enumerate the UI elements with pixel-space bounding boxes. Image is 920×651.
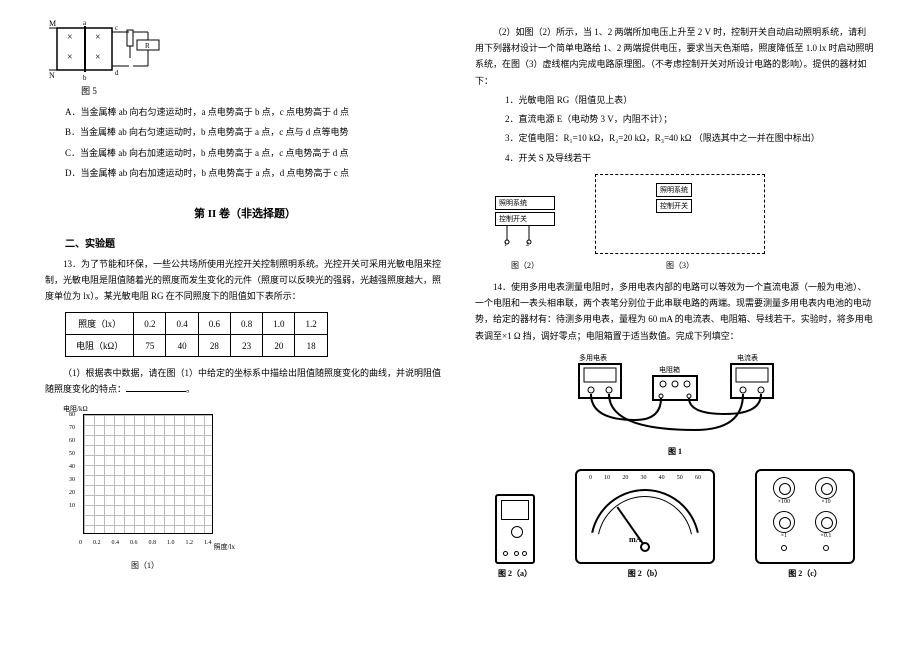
dial-100 — [773, 477, 795, 499]
x-ticks: 0 0.2 0.4 0.6 0.8 1.0 1.2 1.4 — [79, 540, 212, 546]
dial-01 — [815, 511, 837, 533]
experiment-heading: 二、实验题 — [45, 235, 445, 250]
scale-top: 0 10 20 30 40 50 60 — [589, 475, 701, 481]
fig-2-3-row: 照明系统 控制开关 1 2 图（2） 照明系统 控制开关 图（3） — [495, 174, 875, 271]
needle-pivot — [640, 542, 650, 552]
resistance-box: ×100 ×10 ×1 ×0.1 — [755, 469, 855, 564]
fig2b-container: 0 10 20 30 40 50 60 mA 图 2（b） — [575, 469, 715, 579]
fig1-devices: 多用电表 电阻箱 电流表 图 1 — [475, 350, 875, 457]
svg-text:b: b — [83, 74, 87, 82]
equip-item-1: 1．光敏电阻 RG（阻值见上表） — [505, 93, 875, 108]
table-header: 照度（lx） — [66, 313, 134, 335]
control-switch-box: 控制开关 — [656, 199, 692, 213]
fig2c-label: 图 2（c） — [755, 568, 855, 579]
section-2-title: 第 II 卷（非选择题） — [45, 205, 445, 221]
table-header: 电阻（kΩ） — [66, 335, 134, 357]
grid-chart: 电阻/kΩ 10 20 30 40 50 60 70 80 0 0.2 0.4 … — [65, 406, 225, 556]
svg-text:M: M — [49, 20, 56, 28]
fig3-container: 照明系统 控制开关 图（3） — [595, 174, 765, 271]
svg-text:1: 1 — [504, 242, 507, 246]
fig2-container: 照明系统 控制开关 1 2 图（2） — [495, 196, 555, 271]
dashed-design-box: 照明系统 控制开关 — [595, 174, 765, 254]
svg-text:×: × — [67, 52, 73, 63]
q13-1: （1）根据表中数据，请在图（1）中给定的坐标系中描绘出阻值随照度变化的曲线，并说… — [45, 365, 445, 397]
lighting-system-box: 照明系统 — [656, 183, 692, 197]
control-switch-box: 控制开关 — [495, 212, 555, 226]
option-b: B．当金属棒 ab 向右匀速运动时，b 点电势高于 a 点，c 点与 d 点等电… — [65, 125, 445, 139]
svg-text:R: R — [145, 42, 150, 50]
dial-10 — [815, 477, 837, 499]
svg-text:×: × — [67, 32, 73, 43]
dial-1 — [773, 511, 795, 533]
circuit-svg: M N a b × × × × c d R — [49, 20, 169, 82]
svg-text:d: d — [115, 69, 119, 77]
q14: 14．使用多用电表测量电阻时，多用电表内部的电路可以等效为一个直流电源（一般为电… — [475, 279, 875, 344]
analog-meter: 0 10 20 30 40 50 60 mA — [575, 469, 715, 564]
q13-intro: 13．为了节能和环保，一些公共场所使用光控开关控制照明系统。光控开关可采用光敏电… — [45, 256, 445, 305]
rbox-label: 电阻箱 — [659, 365, 680, 374]
fig2b-label: 图 2（b） — [575, 568, 715, 579]
ammeter-label: 电流表 — [737, 353, 758, 362]
y-ticks: 10 20 30 40 50 60 70 80 — [69, 412, 75, 509]
equip-item-4: 4．开关 S 及导线若干 — [505, 151, 875, 166]
fig2a-label: 图 2（a） — [495, 568, 535, 579]
answer-blank — [126, 382, 186, 392]
fig2-row: 图 2（a） 0 10 20 30 40 50 60 mA 图 2（b） — [475, 469, 875, 579]
fig2a-container: 图 2（a） — [495, 494, 535, 579]
svg-text:a: a — [83, 20, 87, 27]
data-table: 照度（lx） 0.2 0.4 0.6 0.8 1.0 1.2 电阻（kΩ） 75… — [65, 312, 328, 357]
equip-item-3: 3．定值电阻：R₁=10 kΩ，R₂=20 kΩ，R₃=40 kΩ （限选其中之… — [505, 131, 875, 146]
lighting-system-box: 照明系统 — [495, 196, 555, 210]
circuit-diagram: M N a b × × × × c d R 图 5 — [49, 20, 445, 97]
svg-text:c: c — [115, 24, 118, 32]
terminal-icon — [781, 545, 787, 551]
table-row: 电阻（kΩ） 75 40 28 23 20 18 — [66, 335, 328, 357]
devices-svg: 多用电表 电阻箱 电流表 — [565, 350, 785, 440]
multimeter-label: 多用电表 — [579, 353, 607, 362]
terminal-icon — [823, 545, 829, 551]
table-row: 照度（lx） 0.2 0.4 0.6 0.8 1.0 1.2 — [66, 313, 328, 335]
x-axis-label: 照度/lx — [214, 542, 235, 552]
svg-text:2: 2 — [526, 242, 529, 246]
svg-text:×: × — [95, 32, 101, 43]
fig1-label: 图（1） — [65, 560, 225, 571]
svg-text:N: N — [49, 71, 55, 80]
option-c: C．当金属棒 ab 向右加速运动时，b 点电势高于 a 点，c 点电势高于 d … — [65, 146, 445, 160]
y-axis-label: 电阻/kΩ — [63, 404, 88, 414]
meter-unit: mA — [629, 535, 641, 544]
fig2-label: 图（2） — [495, 260, 555, 271]
chart-grid — [83, 414, 213, 534]
option-d: D．当金属棒 ab 向右加速运动时，b 点电势高于 a 点，d 点电势高于 c … — [65, 166, 445, 180]
fig1-label: 图 1 — [475, 446, 875, 457]
right-column: （2）如图（2）所示，当 1、2 两端所加电压上升至 2 V 时，控制开关自动启… — [460, 20, 890, 631]
fig2c-container: ×100 ×10 ×1 ×0.1 图 2（c） — [755, 469, 855, 579]
left-column: M N a b × × × × c d R 图 5 A．当金属棒 ab 向右匀速… — [30, 20, 460, 631]
q13-2: （2）如图（2）所示，当 1、2 两端所加电压上升至 2 V 时，控制开关自动启… — [475, 24, 875, 89]
option-a: A．当金属棒 ab 向右匀速运动时，a 点电势高于 b 点，c 点电势高于 d … — [65, 105, 445, 119]
svg-text:×: × — [95, 52, 101, 63]
fig3-label: 图（3） — [595, 260, 765, 271]
fig5-label: 图 5 — [49, 84, 129, 97]
equip-item-2: 2．直流电源 E（电动势 3 V，内阻不计）； — [505, 112, 875, 127]
